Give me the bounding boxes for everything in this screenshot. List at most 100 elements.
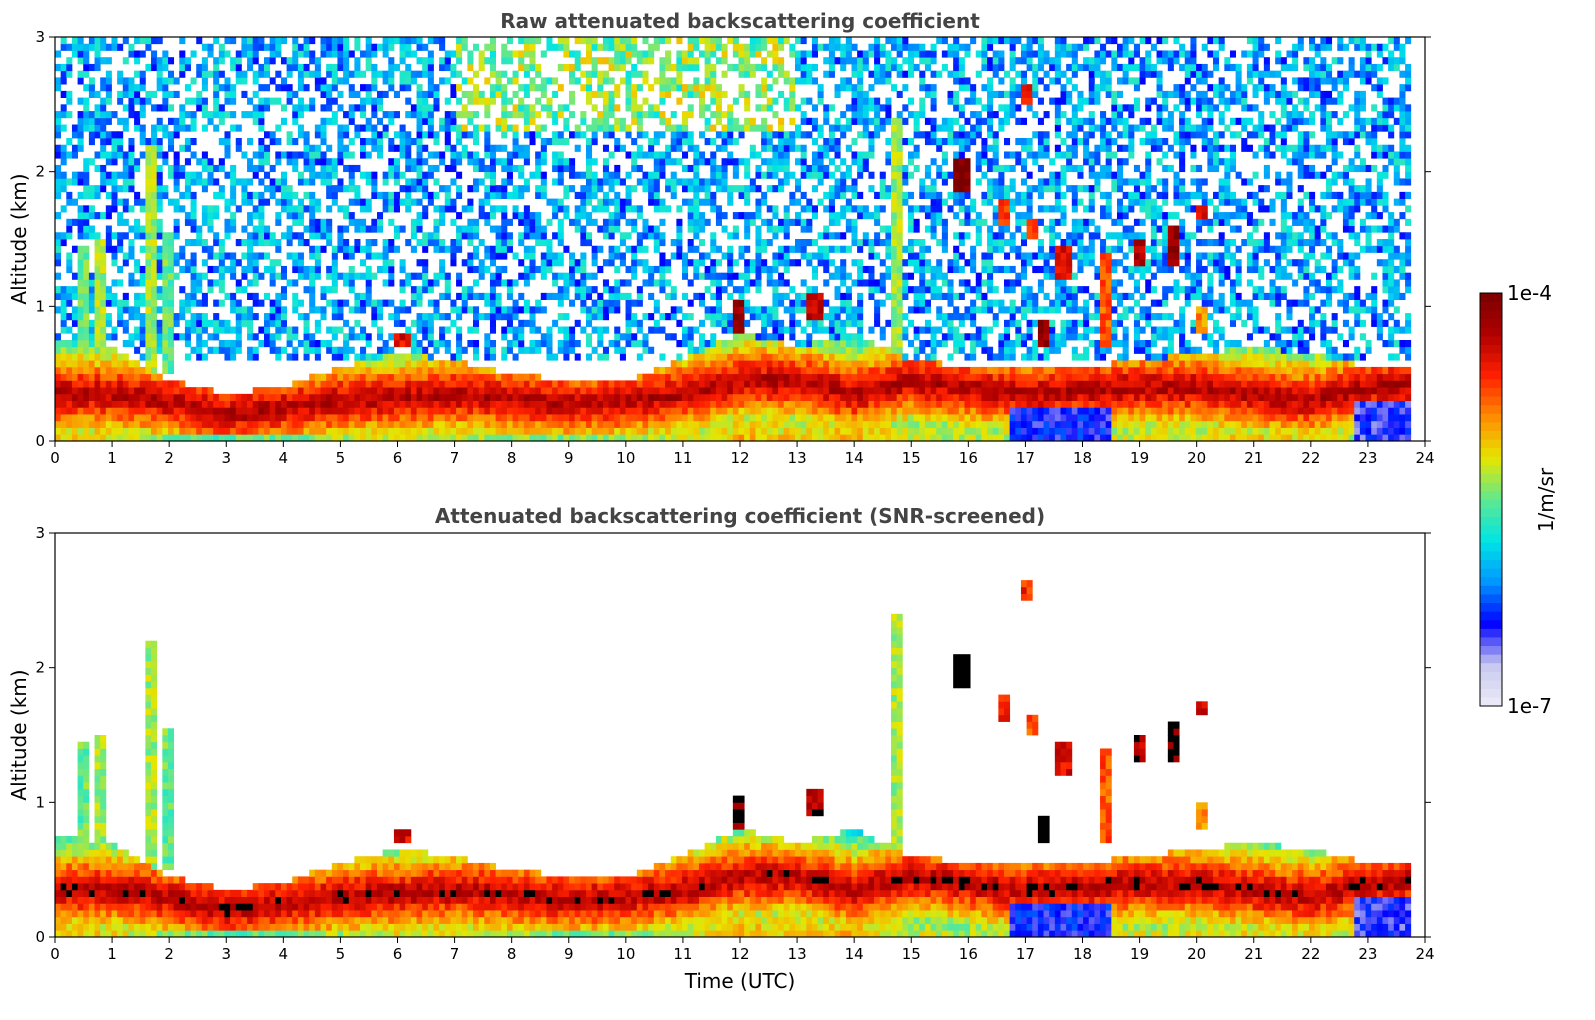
heatmap-cell: [416, 299, 423, 307]
heatmap-cell: [60, 239, 67, 247]
heatmap-cell: [399, 360, 406, 368]
heatmap-cell: [156, 333, 163, 341]
heatmap-cell: [320, 306, 327, 314]
heatmap-cell: [376, 414, 384, 422]
heatmap-cell: [602, 387, 609, 395]
heatmap-cell: [134, 117, 141, 125]
heatmap-cell: [117, 407, 124, 415]
heatmap-cell: [506, 151, 513, 159]
heatmap-cell: [224, 144, 231, 152]
heatmap-cell: [326, 393, 333, 401]
heatmap-cell: [591, 178, 598, 186]
heatmap-cell: [659, 84, 666, 92]
heatmap-cell: [444, 340, 451, 348]
heatmap-cell: [156, 185, 163, 193]
heatmap-cell: [162, 427, 169, 435]
heatmap-cell: [523, 212, 530, 220]
heatmap-cell: [60, 366, 67, 375]
heatmap-cell: [619, 232, 626, 240]
heatmap-cell: [727, 151, 734, 159]
heatmap-cell: [778, 292, 785, 300]
heatmap-cell: [473, 434, 480, 442]
heatmap-cell: [71, 144, 78, 152]
heatmap-cell: [230, 57, 237, 65]
heatmap-cell: [252, 70, 259, 78]
heatmap-cell: [134, 299, 141, 307]
heatmap-cell: [388, 171, 395, 179]
heatmap-cell: [77, 299, 84, 307]
heatmap-cell: [167, 420, 175, 428]
heatmap-cell: [360, 353, 367, 361]
heatmap-cell: [117, 366, 124, 375]
heatmap-cell: [744, 245, 751, 253]
heatmap-cell: [433, 272, 440, 280]
heatmap-cell: [258, 407, 265, 415]
heatmap-cell: [529, 252, 536, 260]
heatmap-cell: [100, 434, 107, 442]
heatmap-cell: [280, 346, 287, 354]
heatmap-cell: [467, 158, 474, 166]
heatmap-cell: [738, 84, 745, 92]
heatmap-cell: [614, 279, 621, 287]
heatmap-cell: [574, 340, 581, 348]
heatmap-cell: [156, 171, 163, 179]
heatmap-cell: [523, 279, 530, 287]
heatmap-cell: [574, 144, 581, 152]
heatmap-cell: [190, 138, 197, 146]
heatmap-cell: [512, 393, 519, 401]
heatmap-cell: [512, 373, 519, 381]
heatmap-cell: [529, 400, 536, 408]
heatmap-cell: [512, 124, 519, 132]
heatmap-cell: [484, 366, 491, 375]
heatmap-cell: [399, 319, 406, 327]
heatmap-cell: [167, 340, 175, 348]
heatmap-cell: [676, 306, 683, 314]
heatmap-cell: [473, 225, 480, 233]
heatmap-cell: [247, 218, 254, 226]
heatmap-cell: [450, 414, 457, 422]
heatmap-cell: [213, 265, 220, 274]
heatmap-cell: [247, 353, 254, 361]
heatmap-cell: [698, 333, 706, 341]
heatmap-cell: [167, 259, 175, 267]
heatmap-cell: [382, 191, 389, 199]
heatmap-cell: [416, 292, 423, 300]
heatmap-cell: [162, 185, 169, 193]
heatmap-cell: [523, 111, 530, 119]
raw-heatmap: [55, 37, 1412, 442]
heatmap-cell: [523, 265, 530, 274]
heatmap-cell: [653, 387, 660, 395]
heatmap-cell: [523, 205, 530, 213]
heatmap-cell: [772, 97, 779, 105]
heatmap-cell: [444, 124, 451, 132]
heatmap-cell: [529, 212, 536, 220]
heatmap-cell: [461, 43, 468, 51]
heatmap-cell: [354, 90, 361, 98]
heatmap-cell: [450, 90, 457, 98]
heatmap-cell: [173, 232, 180, 240]
heatmap-cell: [563, 346, 570, 354]
heatmap-cell: [456, 37, 463, 45]
heatmap-cell: [60, 299, 67, 307]
heatmap-cell: [738, 434, 745, 442]
heatmap-cell: [71, 306, 78, 314]
heatmap-cell: [749, 306, 756, 314]
heatmap-cell: [280, 434, 287, 442]
heatmap-cell: [648, 57, 655, 65]
heatmap-cell: [467, 292, 474, 300]
heatmap-cell: [343, 272, 350, 280]
heatmap-cell: [484, 124, 491, 132]
heatmap-cell: [557, 400, 564, 408]
heatmap-cell: [546, 104, 553, 112]
heatmap-cell: [280, 319, 287, 327]
heatmap-cell: [331, 313, 338, 321]
heatmap-cell: [467, 259, 474, 267]
heatmap-cell: [94, 292, 101, 300]
heatmap-cell: [393, 380, 400, 388]
raw-backscatter-panel: Raw attenuated backscattering coefficien…: [7, 9, 1435, 467]
heatmap-cell: [348, 414, 355, 422]
heatmap-cell: [331, 387, 338, 395]
heatmap-cell: [665, 63, 672, 72]
heatmap-cell: [738, 333, 745, 341]
heatmap-cell: [303, 50, 310, 58]
